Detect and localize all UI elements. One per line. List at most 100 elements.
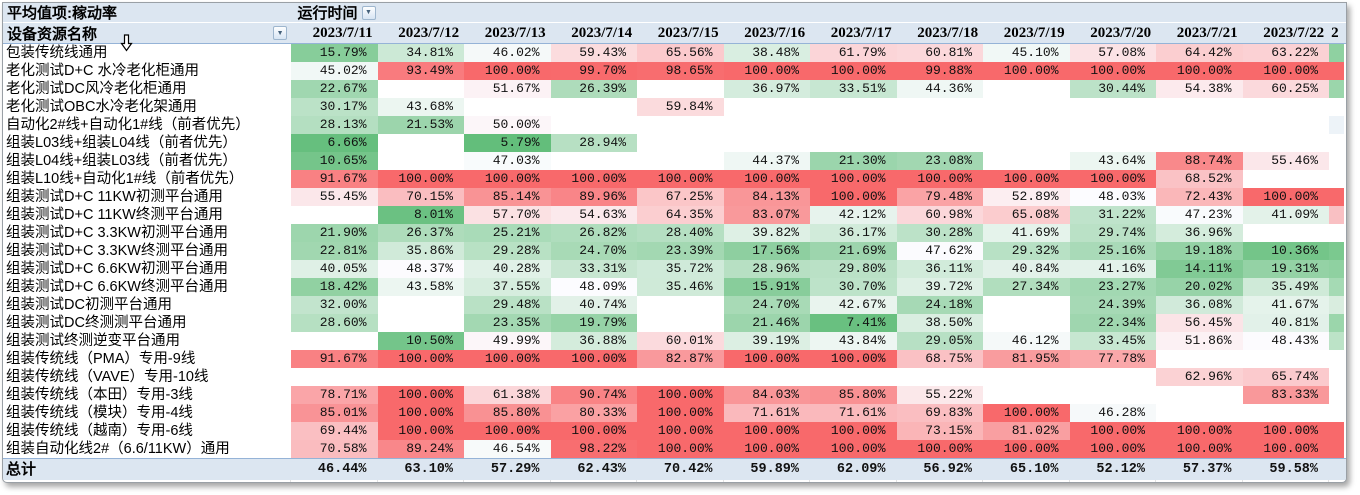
row-label[interactable]: 组装L04线+组装L03线（前者优先） — [6, 153, 237, 169]
value-cell[interactable] — [637, 368, 724, 386]
row-label[interactable]: 组装L10线+自动化1#线（前者优先） — [6, 171, 244, 187]
date-column-header[interactable]: 2023/7/12 — [398, 24, 460, 41]
value-cell[interactable]: 55.46% — [1242, 152, 1329, 170]
row-field-filter-button[interactable]: ▼ — [273, 26, 288, 40]
value-cell[interactable]: 100.00% — [1242, 440, 1329, 458]
value-cell[interactable]: 99.70% — [550, 62, 637, 80]
value-cell[interactable]: 7.41% — [810, 314, 897, 332]
value-cell[interactable]: 55.45% — [291, 188, 378, 206]
value-cell[interactable] — [724, 368, 811, 386]
value-cell[interactable]: 85.14% — [464, 188, 551, 206]
value-cell[interactable]: 29.48% — [464, 296, 551, 314]
value-cell[interactable]: 30.70% — [810, 278, 897, 296]
value-cell[interactable]: 78.71% — [291, 386, 378, 404]
value-cell[interactable]: 91.67% — [291, 170, 378, 188]
value-cell[interactable] — [637, 134, 724, 152]
value-cell[interactable]: 89.96% — [550, 188, 637, 206]
value-cell[interactable]: 44.36% — [896, 80, 983, 98]
value-cell[interactable]: 33.45% — [1069, 332, 1156, 350]
value-cell[interactable]: 89.24% — [377, 440, 464, 458]
value-cell[interactable]: 100.00% — [723, 440, 810, 458]
value-cell[interactable]: 28.40% — [637, 224, 724, 242]
value-cell[interactable] — [291, 368, 378, 386]
value-cell[interactable]: 55.22% — [896, 386, 983, 404]
value-cell[interactable]: 33.51% — [810, 80, 897, 98]
value-cell[interactable] — [1156, 116, 1243, 134]
value-cell[interactable]: 20.02% — [1156, 278, 1243, 296]
value-cell[interactable]: 82.87% — [637, 350, 724, 368]
value-cell[interactable] — [983, 386, 1070, 404]
value-cell[interactable]: 44.37% — [723, 152, 810, 170]
value-cell[interactable]: 47.62% — [896, 242, 983, 260]
value-cell[interactable]: 100.00% — [1156, 422, 1243, 440]
value-cell[interactable]: 40.84% — [983, 260, 1070, 278]
value-cell[interactable]: 21.90% — [291, 224, 378, 242]
value-cell[interactable]: 25.21% — [464, 224, 551, 242]
value-cell[interactable] — [1243, 170, 1330, 188]
value-cell[interactable]: 100.00% — [637, 386, 724, 404]
row-label[interactable]: 组装测试DC初测平台通用 — [6, 297, 172, 313]
value-cell[interactable]: 35.72% — [637, 260, 724, 278]
value-cell[interactable]: 37.55% — [464, 278, 551, 296]
value-cell[interactable]: 60.25% — [1242, 80, 1329, 98]
value-cell[interactable]: 24.70% — [550, 242, 637, 260]
value-cell[interactable]: 100.00% — [377, 422, 464, 440]
value-cell[interactable]: 59.84% — [637, 98, 724, 116]
value-cell[interactable]: 98.22% — [550, 440, 637, 458]
value-cell[interactable]: 100.00% — [464, 62, 551, 80]
grand-total-cell[interactable]: 57.29% — [490, 462, 540, 477]
value-cell[interactable]: 29.80% — [810, 260, 897, 278]
value-cell[interactable]: 38.48% — [723, 44, 810, 62]
value-cell[interactable]: 100.00% — [896, 170, 983, 188]
row-label[interactable]: 组装传统线（越南）专用-6线 — [6, 423, 193, 439]
value-cell[interactable]: 70.15% — [377, 188, 464, 206]
value-cell[interactable]: 71.61% — [810, 404, 897, 422]
row-label[interactable]: 组装测试DC终测测平台通用 — [6, 315, 187, 331]
value-cell[interactable]: 63.22% — [1242, 44, 1329, 62]
value-cell[interactable] — [810, 368, 897, 386]
value-cell[interactable]: 57.70% — [464, 206, 551, 224]
value-cell[interactable] — [724, 134, 811, 152]
value-cell[interactable]: 29.32% — [983, 242, 1070, 260]
value-cell[interactable]: 26.39% — [550, 80, 637, 98]
value-cell[interactable] — [1243, 350, 1330, 368]
value-cell[interactable]: 45.10% — [983, 44, 1070, 62]
date-column-header[interactable]: 2023/7/22 — [1263, 24, 1325, 41]
value-cell[interactable]: 36.96% — [1156, 224, 1243, 242]
value-cell[interactable]: 48.09% — [550, 278, 637, 296]
value-cell[interactable] — [1243, 98, 1330, 116]
value-cell[interactable]: 100.00% — [1069, 62, 1156, 80]
value-cell[interactable]: 100.00% — [723, 62, 810, 80]
value-cell[interactable]: 100.00% — [1156, 62, 1243, 80]
value-cell[interactable]: 30.17% — [291, 98, 378, 116]
value-cell[interactable] — [1070, 368, 1157, 386]
value-cell[interactable]: 23.39% — [637, 242, 724, 260]
value-cell[interactable]: 64.35% — [637, 206, 724, 224]
value-cell[interactable]: 81.02% — [983, 422, 1070, 440]
value-cell[interactable] — [810, 116, 897, 134]
row-label[interactable]: 老化测试DC风冷老化柜通用 — [6, 81, 187, 97]
value-cell[interactable] — [378, 80, 465, 98]
value-cell[interactable]: 57.08% — [1069, 44, 1156, 62]
date-column-header[interactable]: 2023/7/20 — [1090, 24, 1152, 41]
value-cell[interactable]: 48.43% — [1242, 332, 1329, 350]
value-cell[interactable] — [378, 152, 465, 170]
value-cell[interactable] — [1243, 404, 1330, 422]
value-cell[interactable] — [1156, 386, 1243, 404]
value-cell[interactable] — [983, 80, 1070, 98]
value-cell[interactable]: 21.30% — [810, 152, 897, 170]
grand-total-cell[interactable]: 56.92% — [923, 462, 972, 477]
value-cell[interactable]: 22.67% — [291, 80, 378, 98]
value-cell[interactable]: 40.81% — [1242, 314, 1329, 332]
value-cell[interactable]: 28.60% — [291, 314, 378, 332]
value-cell[interactable]: 100.00% — [983, 62, 1070, 80]
value-cell[interactable] — [1070, 386, 1157, 404]
grand-total-cell[interactable]: 52.12% — [1096, 462, 1145, 477]
value-cell[interactable]: 24.18% — [896, 296, 983, 314]
value-cell[interactable]: 36.11% — [896, 260, 983, 278]
value-cell[interactable]: 72.43% — [1156, 188, 1243, 206]
value-cell[interactable] — [291, 332, 378, 350]
value-cell[interactable]: 100.00% — [1069, 170, 1156, 188]
value-cell[interactable]: 70.58% — [291, 440, 378, 458]
value-cell[interactable]: 79.48% — [896, 188, 983, 206]
